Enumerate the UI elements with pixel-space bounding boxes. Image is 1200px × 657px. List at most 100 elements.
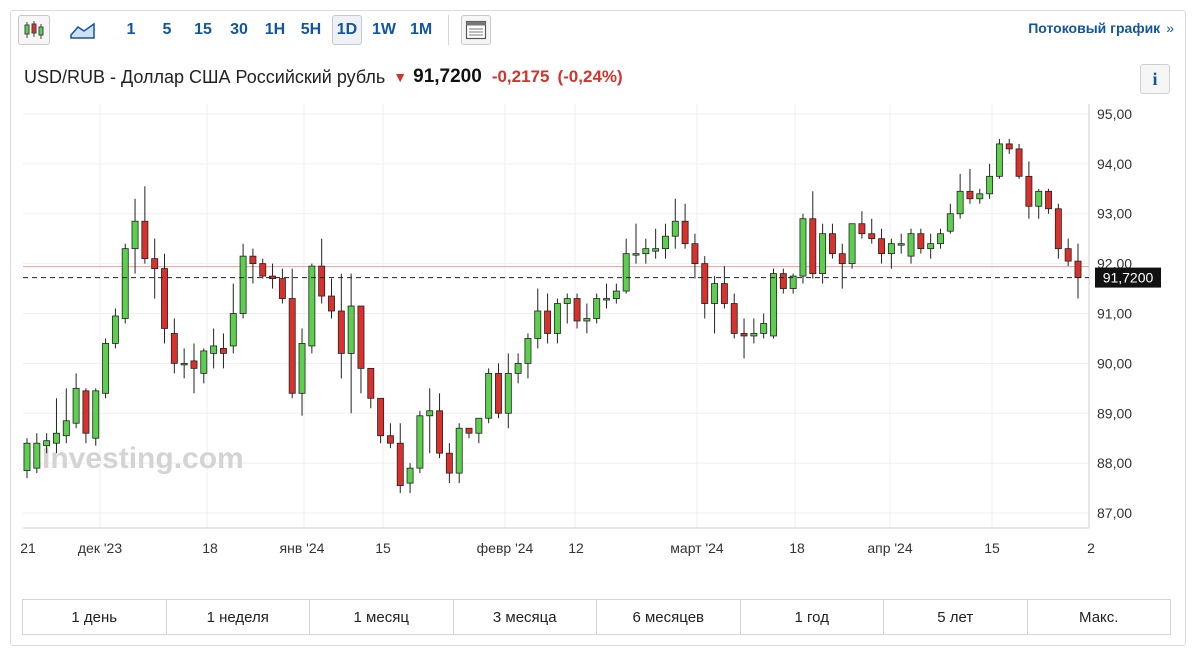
candle-body xyxy=(986,175,994,195)
candle-body xyxy=(180,362,188,366)
candle-body xyxy=(1064,248,1072,262)
interval-button-1m[interactable]: 1M xyxy=(410,21,433,38)
candle-body xyxy=(534,310,542,339)
area-chart-icon[interactable] xyxy=(66,15,100,45)
candle-body xyxy=(750,333,758,337)
info-button[interactable]: i xyxy=(1140,64,1170,94)
candle-body xyxy=(72,387,80,424)
y-tick-label: 89,00 xyxy=(1097,405,1132,421)
candlestick-icon[interactable] xyxy=(18,15,50,45)
interval-button-1w[interactable]: 1W xyxy=(372,21,396,38)
candle-body xyxy=(593,298,601,319)
candle-body xyxy=(897,243,905,246)
last-price-label: 91,7200 xyxy=(1103,270,1154,286)
interval-button-30[interactable]: 30 xyxy=(230,21,248,38)
candle-body xyxy=(141,220,149,260)
candle-body xyxy=(504,372,512,414)
candle-body xyxy=(406,467,414,484)
candle-body xyxy=(966,190,974,200)
candle-body xyxy=(200,350,208,374)
x-tick-label: 2 xyxy=(1087,540,1095,556)
candle-body xyxy=(249,255,257,265)
x-tick-label: 15 xyxy=(375,540,391,556)
candle-body xyxy=(151,258,159,270)
y-tick-label: 88,00 xyxy=(1097,455,1132,471)
candle-body xyxy=(445,452,453,474)
y-tick-label: 87,00 xyxy=(1097,505,1132,521)
candle-body xyxy=(328,295,335,312)
table-icon[interactable] xyxy=(461,15,492,45)
candle-body xyxy=(62,420,70,437)
range-button[interactable]: 3 месяца xyxy=(454,600,597,634)
candle-body xyxy=(455,427,463,474)
candle-body xyxy=(43,440,51,447)
range-button[interactable]: 6 месяцев xyxy=(597,600,741,634)
interval-button-15[interactable]: 15 xyxy=(194,21,212,38)
candle-body xyxy=(426,410,434,417)
x-tick-label: 18 xyxy=(202,540,218,556)
candle-body xyxy=(1005,143,1013,150)
candle-body xyxy=(1035,190,1043,207)
x-tick-label: дек '23 xyxy=(78,540,122,556)
candle-body xyxy=(946,213,954,232)
candle-body xyxy=(102,343,110,394)
interval-button-1h[interactable]: 1H xyxy=(264,21,286,38)
candle-body xyxy=(799,218,807,277)
candle-body xyxy=(1025,175,1033,207)
x-tick-label: 15 xyxy=(984,540,1000,556)
candle-body xyxy=(583,318,591,322)
candle-body xyxy=(779,273,787,289)
interval-button-1[interactable]: 1 xyxy=(126,21,136,38)
candle-body xyxy=(318,265,326,297)
candlestick-chart[interactable]: Investing.com87,0088,0089,0090,0091,0092… xyxy=(0,100,1200,560)
candle-body xyxy=(288,298,296,394)
candle-body xyxy=(868,233,876,240)
candle-body xyxy=(848,223,856,265)
candle-body xyxy=(53,432,60,444)
candle-body xyxy=(632,253,640,256)
candle-body xyxy=(33,442,41,469)
range-button[interactable]: Макс. xyxy=(1079,608,1119,626)
y-tick-label: 91,00 xyxy=(1097,306,1132,322)
y-tick-label: 90,00 xyxy=(1097,355,1132,371)
candle-body xyxy=(386,435,394,444)
candle-body xyxy=(612,290,620,299)
interval-button-5[interactable]: 5 xyxy=(162,21,172,38)
candle-body xyxy=(396,442,404,487)
candle-body xyxy=(259,263,267,277)
candle-body xyxy=(956,190,964,215)
candle-body xyxy=(1045,190,1052,210)
candle-body xyxy=(23,442,31,472)
candle-body xyxy=(220,348,227,354)
candle-body xyxy=(170,333,178,364)
range-button[interactable]: 5 лет xyxy=(884,600,1028,634)
candle-body xyxy=(927,243,935,250)
candle-body xyxy=(828,233,836,255)
candle-body xyxy=(681,220,689,245)
toolbar-divider xyxy=(448,15,450,45)
candle-body xyxy=(210,345,218,354)
y-tick-label: 95,00 xyxy=(1097,106,1132,122)
candle-body xyxy=(337,310,345,354)
interval-button-1d[interactable]: 1D xyxy=(332,15,362,45)
candle-body xyxy=(701,263,709,304)
interval-button-5h[interactable]: 5H xyxy=(300,21,322,38)
streaming-chart-label: Потоковый график xyxy=(1028,20,1161,36)
range-button[interactable]: 1 неделя xyxy=(167,600,310,634)
candle-body xyxy=(161,268,168,329)
candle-body xyxy=(642,248,650,255)
candle-body xyxy=(573,298,581,322)
range-button[interactable]: 1 год xyxy=(741,600,884,634)
range-button[interactable]: 1 месяц xyxy=(310,600,454,634)
range-button[interactable]: 1 день xyxy=(23,600,167,634)
x-tick-label: 21 xyxy=(20,540,36,556)
y-tick-label: 94,00 xyxy=(1097,156,1132,172)
candle-body xyxy=(416,415,424,469)
candle-body xyxy=(308,265,316,347)
streaming-chart-link[interactable]: Потоковый график » xyxy=(1028,20,1174,36)
instrument-name: USD/RUB - Доллар США Российский рубль xyxy=(24,66,386,87)
candle-body xyxy=(671,220,679,237)
candle-body xyxy=(1074,260,1082,278)
candle-body xyxy=(819,233,827,275)
candle-body xyxy=(937,233,944,245)
